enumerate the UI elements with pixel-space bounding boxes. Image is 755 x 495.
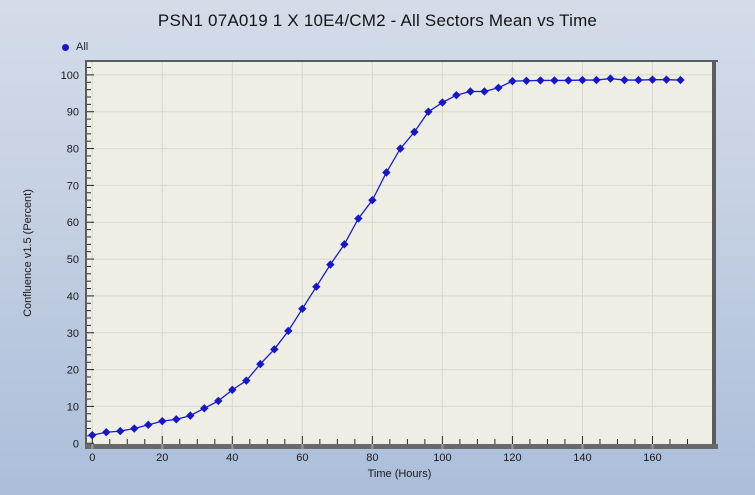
plot-border-right — [712, 60, 716, 446]
data-point — [480, 87, 489, 96]
data-point — [228, 385, 237, 395]
x-tick-label: 0 — [89, 452, 95, 464]
data-point — [382, 168, 391, 177]
y-tick-label: 70 — [67, 180, 79, 192]
y-tick-label: 20 — [67, 365, 79, 377]
plot-border-top — [85, 60, 718, 62]
data-point — [326, 260, 335, 269]
data-point — [424, 107, 433, 116]
data-point — [536, 76, 545, 85]
y-tick-label: 50 — [67, 254, 79, 266]
x-axis-bar-notch — [301, 444, 304, 449]
data-point — [452, 90, 461, 100]
data-point — [466, 87, 475, 96]
data-point — [200, 404, 209, 413]
data-point — [158, 416, 167, 426]
data-point — [354, 214, 363, 223]
x-tick-label: 120 — [503, 452, 521, 464]
y-tick-label: 10 — [67, 401, 79, 413]
x-tick-label: 100 — [433, 452, 451, 464]
y-tick-label: 0 — [73, 438, 79, 450]
data-point — [214, 396, 223, 406]
data-point — [298, 304, 307, 314]
data-point — [130, 424, 139, 433]
x-tick-label: 20 — [156, 452, 168, 464]
data-point — [578, 75, 587, 85]
y-tick-label: 30 — [67, 328, 79, 340]
data-point — [620, 75, 629, 85]
x-axis-bar-notch — [161, 444, 164, 449]
data-point — [102, 428, 111, 437]
x-tick-label: 60 — [296, 452, 308, 464]
data-point — [396, 144, 405, 153]
x-axis-bar-notch — [231, 444, 234, 449]
x-axis-title: Time (Hours) — [368, 468, 432, 480]
x-axis-bar-notch — [371, 444, 374, 449]
x-tick-label: 140 — [573, 452, 591, 464]
data-point — [662, 75, 671, 84]
y-tick-label: 40 — [67, 291, 79, 303]
data-point — [312, 282, 321, 291]
data-point — [550, 76, 559, 85]
data-point — [634, 75, 643, 85]
data-point — [172, 415, 181, 424]
data-point — [144, 420, 153, 430]
x-axis-bar-notch — [651, 444, 654, 449]
x-tick-label: 160 — [643, 452, 661, 464]
plot-border-left — [85, 60, 87, 446]
x-axis-bar-notch — [511, 444, 514, 449]
data-point — [368, 195, 377, 205]
data-point — [270, 345, 279, 354]
data-point — [340, 240, 349, 249]
data-point — [508, 76, 517, 86]
y-tick-label: 80 — [67, 144, 79, 156]
data-point — [648, 75, 657, 84]
legend-series-label: All — [76, 41, 89, 53]
x-axis-bar-notch — [91, 444, 94, 449]
data-point — [88, 430, 97, 440]
x-tick-label: 40 — [226, 452, 238, 464]
data-point — [522, 76, 531, 85]
data-point — [606, 74, 615, 83]
series-marker-icon — [62, 43, 69, 51]
x-axis-bar-notch — [581, 444, 584, 449]
data-point — [116, 426, 125, 436]
y-axis-title: Confluence v1.5 (Percent) — [22, 189, 34, 317]
data-point — [564, 76, 573, 85]
x-tick-label: 80 — [366, 452, 378, 464]
x-axis-bar-notch — [441, 444, 444, 449]
data-point — [494, 83, 503, 92]
chart-title: PSN1 07A019 1 X 10E4/CM2 - All Sectors M… — [157, 11, 598, 30]
y-tick-label: 60 — [67, 217, 79, 229]
legend: All — [62, 41, 88, 53]
data-point — [186, 411, 195, 420]
plot-background — [87, 62, 712, 444]
data-point — [438, 98, 447, 107]
y-tick-label: 90 — [67, 107, 79, 119]
data-point — [256, 359, 265, 369]
data-point — [242, 376, 251, 385]
data-point — [410, 127, 419, 137]
x-axis-bar — [85, 444, 718, 449]
data-point — [284, 326, 293, 336]
y-tick-label: 100 — [61, 70, 79, 82]
data-point — [676, 75, 685, 85]
data-point — [592, 75, 601, 85]
